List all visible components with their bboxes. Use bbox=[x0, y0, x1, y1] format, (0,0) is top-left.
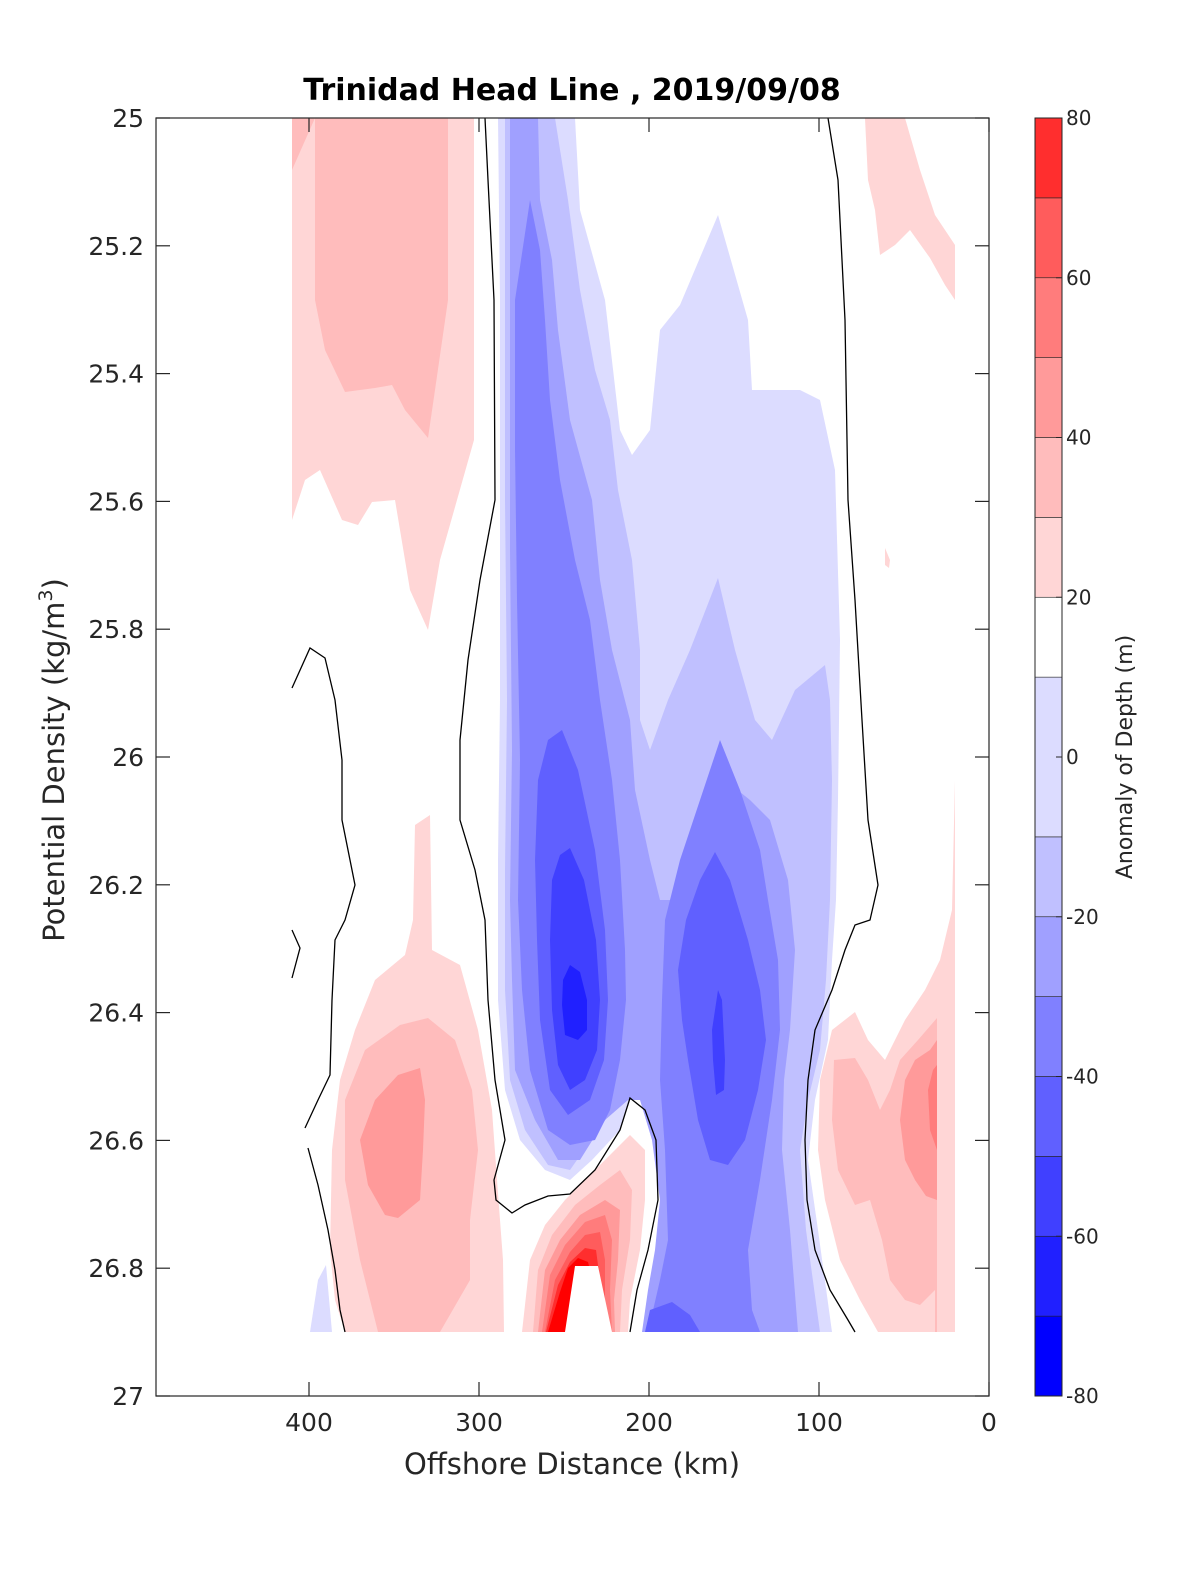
y-tick-label: 26 bbox=[112, 743, 144, 772]
colorbar-swatch bbox=[1034, 1076, 1063, 1157]
colorbar-swatch bbox=[1034, 357, 1063, 438]
colorbar-tick-label: 80 bbox=[1066, 106, 1091, 130]
contour-neg-leftbottom bbox=[310, 1265, 332, 1332]
contour-neg-right-60 bbox=[712, 990, 725, 1095]
colorbar-label: Anomaly of Depth (m) bbox=[1113, 635, 1138, 879]
contour-fills bbox=[292, 118, 955, 1332]
y-tick-label: 27 bbox=[112, 1382, 144, 1411]
colorbar-swatch bbox=[1034, 996, 1063, 1077]
x-axis-label: Offshore Distance (km) bbox=[404, 1447, 740, 1481]
colorbar-swatch bbox=[1034, 1315, 1063, 1397]
colorbar-swatch bbox=[1034, 836, 1063, 918]
y-tick-label: 25.2 bbox=[88, 232, 144, 261]
y-tick-label: 25.8 bbox=[88, 615, 144, 644]
colorbar-ticks: 80 60 40 20 0 -20 -40 -60 -80 bbox=[1056, 106, 1099, 1408]
colorbar-swatch bbox=[1034, 117, 1063, 199]
colorbar-swatch bbox=[1034, 197, 1063, 279]
colorbar-swatch bbox=[1034, 1235, 1063, 1317]
y-axis-label-close: ) bbox=[37, 578, 71, 589]
contour-pos-upperleft-20 bbox=[292, 118, 448, 438]
zero-contours bbox=[291, 118, 879, 1333]
colorbar-tick-label: 60 bbox=[1066, 266, 1091, 290]
contour-bottom-notch bbox=[565, 1266, 612, 1332]
y-tick-label: 25.4 bbox=[88, 360, 144, 389]
zero-contour-b bbox=[804, 118, 879, 1333]
contour-pos-rightbottom-40 bbox=[928, 1065, 937, 1150]
y-tick-label: 25.6 bbox=[88, 487, 144, 516]
zero-contour-d bbox=[291, 929, 301, 979]
colorbar-swatch bbox=[1034, 437, 1063, 518]
contour-pos-rightbottom-30 bbox=[900, 1040, 937, 1200]
colorbar-swatch bbox=[1034, 517, 1063, 598]
y-tick-label: 26.6 bbox=[88, 1126, 144, 1155]
colorbar-swatch bbox=[1034, 1156, 1063, 1237]
zero-contour-e bbox=[307, 1147, 346, 1333]
y-axis-label-main: Potential Density (kg/m bbox=[37, 602, 71, 942]
x-tick-label: 300 bbox=[455, 1408, 503, 1437]
colorbar-tick-label: 0 bbox=[1066, 745, 1079, 769]
y-tick-label: 25 bbox=[112, 104, 144, 133]
colorbar-swatch bbox=[1034, 596, 1063, 678]
x-tick-label: 0 bbox=[981, 1408, 997, 1437]
colorbar-tick-label: -80 bbox=[1066, 1384, 1099, 1408]
y-axis-label-superscript: 3 bbox=[35, 589, 57, 601]
y-tick-label: 26.2 bbox=[88, 871, 144, 900]
contour-neg-bottom-50 bbox=[645, 1302, 700, 1332]
contour-pos-topright-small bbox=[885, 548, 890, 568]
y-tick-label: 26.8 bbox=[88, 1254, 144, 1283]
colorbar-tick-label: -20 bbox=[1066, 905, 1099, 929]
contour-pos-topright-10 bbox=[865, 118, 955, 300]
colorbar-tick-label: -60 bbox=[1066, 1224, 1099, 1248]
colorbar-tick-label: -40 bbox=[1066, 1065, 1099, 1089]
y-axis: 25 25.2 25.4 25.6 25.8 26 26.2 26.4 26.6 26.8 27 bbox=[88, 104, 989, 1411]
contour-neg-main-70 bbox=[562, 965, 587, 1040]
y-tick-label: 26.4 bbox=[88, 999, 144, 1028]
contour-pos-lowerleft-30 bbox=[360, 1068, 425, 1218]
colorbar-tick-label: 20 bbox=[1066, 585, 1091, 609]
colorbar-swatch bbox=[1034, 916, 1063, 997]
x-tick-label: 200 bbox=[625, 1408, 673, 1437]
chart-title: Trinidad Head Line , 2019/09/08 bbox=[303, 73, 840, 108]
colorbar-tick-label: 40 bbox=[1066, 426, 1091, 450]
x-axis: 400 300 200 100 0 bbox=[285, 118, 997, 1437]
zero-contour-a bbox=[459, 118, 659, 1333]
colorbar bbox=[1034, 117, 1063, 1397]
colorbar-swatch bbox=[1034, 277, 1063, 358]
x-tick-label: 100 bbox=[795, 1408, 843, 1437]
y-axis-label: Potential Density (kg/m3) bbox=[35, 578, 71, 942]
x-tick-label: 400 bbox=[285, 1408, 333, 1437]
zero-contour-c bbox=[291, 647, 356, 1129]
